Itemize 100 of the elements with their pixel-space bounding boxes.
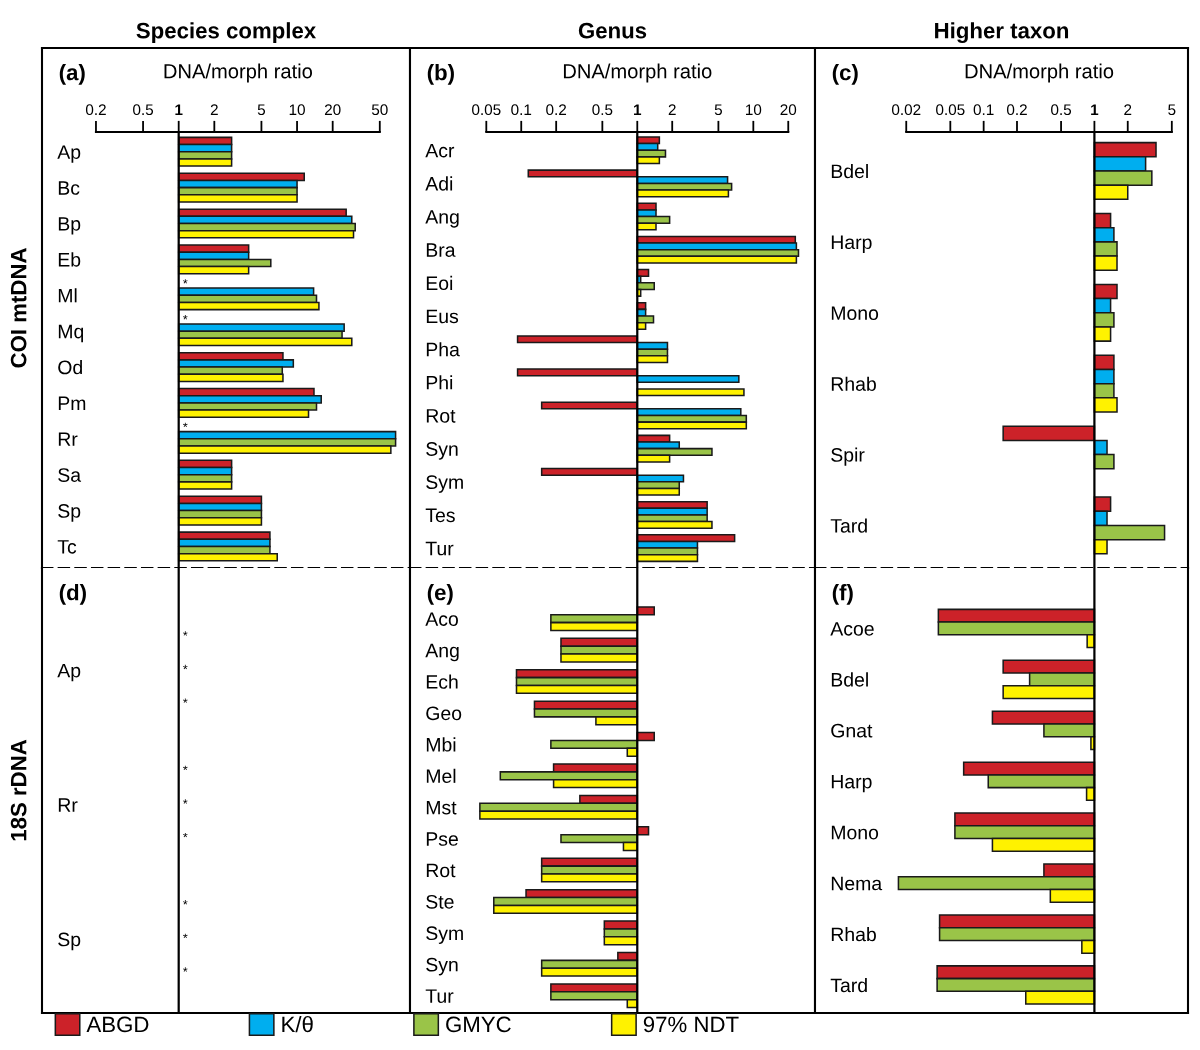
x-tick-label: 0.05 [472,104,501,116]
y-tick-label: Geo [426,706,462,721]
y-tick-label: Bra [426,243,456,257]
x-tick-label: 50 [371,104,388,116]
x-tick-label: 5 [714,104,722,116]
text: * [183,967,188,972]
y-tick-label: Bp [58,217,81,235]
annotation: (e) [427,584,453,605]
y-tick-label: Ste [426,894,454,909]
x-tick-label: 10 [289,104,305,116]
x-tick-label: 10 [745,104,762,116]
text: (b) [427,64,454,85]
y-tick-label: Tes [425,508,455,523]
y-tick-label: Sp [58,504,81,522]
text: (c) [832,64,858,85]
y-tick-label: Tc [57,540,77,554]
text: * [183,933,188,939]
chart-title: Higher taxon [935,22,1069,43]
y-tick-label: Tard [830,977,867,993]
chart-title: Genus [578,22,647,39]
legend-label: 97% NDT [643,1016,739,1033]
x-axis-title: DNA/morph ratio [164,63,313,83]
text: * [183,765,188,771]
y-tick-label: Syn [426,442,458,460]
y-tick-label: Mst [426,800,457,815]
text: (a) [59,64,85,85]
x-tick-label: 2 [1124,104,1132,115]
y-tick-label: Mono [831,825,879,840]
y-tick-label: Ml [58,288,77,303]
y-tick-label: Mq [58,324,84,343]
y-tick-label: Spir [831,447,865,466]
y-tick-label: Mel [426,768,456,784]
x-tick-label: 2 [668,104,676,115]
x-tick-label: 1 [175,104,183,115]
y-tick-label: Ap [57,663,81,682]
text: * [183,422,188,428]
y-tick-label: Aco [425,612,458,626]
x-tick-label: 0.2 [1006,104,1027,116]
y-tick-label: Eb [58,252,81,267]
y-tick-label: Acoe [830,622,874,636]
y-tick-label: Tard [830,518,867,533]
text: * [183,315,188,320]
y-tick-label: Od [58,360,82,375]
x-tick-label: 0.1 [973,104,994,116]
y-tick-label: Bdel [831,163,868,179]
legend-label: GMYC [446,1016,511,1033]
y-tick-label: Ech [426,674,458,689]
y-tick-label: Tur [425,989,454,1003]
legend-label: K/θ [282,1015,313,1033]
y-axis-title: 18S rDNA [10,739,27,841]
annotation: (f) [832,584,853,605]
annotation: (d) [59,584,86,605]
y-tick-label: Bdel [831,672,868,687]
y-tick-label: Mbi [426,737,456,752]
y-tick-label: Pha [426,342,460,357]
chart-title: Species complex [136,22,317,43]
y-tick-label: Phi [426,375,453,390]
y-tick-label: Tur [425,541,454,556]
y-tick-label: Gnat [831,723,873,738]
y-tick-label: Rot [426,409,456,423]
x-tick-label: 0.02 [891,104,921,116]
text: * [183,900,188,905]
y-tick-label: Sym [426,926,463,944]
y-tick-label: Acr [425,143,455,158]
y-tick-label: Pm [58,396,86,410]
x-tick-label: 1 [634,104,642,115]
text: * [183,664,188,670]
x-axis-title: DNA/morph ratio [965,63,1114,83]
y-tick-label: Ap [57,145,81,163]
x-tick-label: 5 [257,104,266,116]
x-tick-label: 20 [324,104,341,116]
text: * [183,279,188,284]
y-tick-label: Sa [58,468,82,482]
y-tick-label: Harp [831,235,872,253]
y-tick-label: Harp [831,774,872,793]
y-tick-label: Adi [425,176,453,191]
y-tick-label: Nema [831,876,883,891]
y-tick-label: Pse [426,832,458,846]
y-tick-label: Rhab [831,927,876,942]
text: * [183,799,188,804]
y-tick-label: Mono [831,306,879,321]
x-tick-label: 5 [1168,104,1176,116]
x-tick-label: 0.05 [936,104,965,116]
y-tick-label: Eoi [426,275,453,291]
y-tick-label: Syn [426,957,458,976]
x-tick-label: 20 [780,104,797,116]
y-tick-label: Eus [426,309,459,324]
legend-label: ABGD [86,1016,149,1033]
text: * [183,832,188,838]
y-axis-title: COI mtDNA [10,248,27,368]
y-tick-label: Ang [425,643,459,662]
y-tick-label: Rhab [831,376,876,391]
x-tick-label: 1 [1091,104,1099,115]
x-axis-title: DNA/morph ratio [563,63,712,83]
x-tick-label: 0.5 [133,104,154,116]
y-tick-label: Sp [58,932,81,951]
y-tick-label: Bc [58,181,80,195]
x-tick-label: 0.2 [85,104,106,116]
text: * [183,631,188,636]
y-tick-label: Rot [426,863,456,878]
